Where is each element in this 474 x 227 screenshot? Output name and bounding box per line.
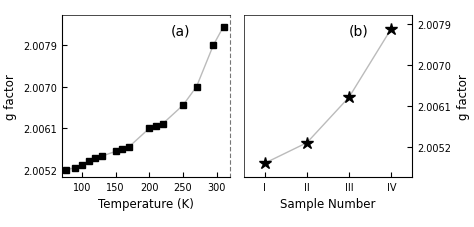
X-axis label: Temperature (K): Temperature (K) <box>98 197 194 210</box>
Y-axis label: g factor: g factor <box>457 74 470 119</box>
Y-axis label: g factor: g factor <box>4 74 17 119</box>
Text: (b): (b) <box>348 24 368 38</box>
Text: (a): (a) <box>171 24 191 38</box>
X-axis label: Sample Number: Sample Number <box>280 197 376 210</box>
